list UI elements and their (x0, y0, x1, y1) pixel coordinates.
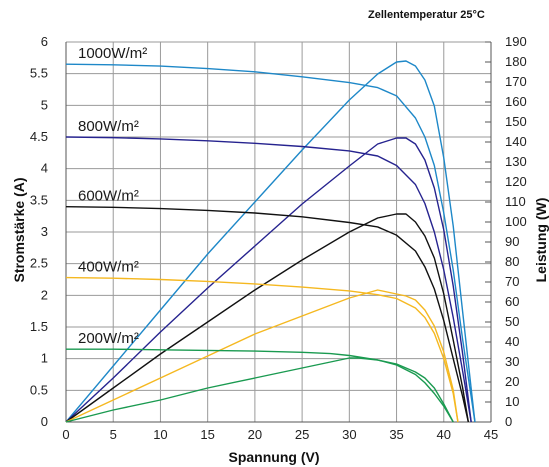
series-label: 400W/m² (78, 259, 139, 276)
series-current-line (65, 205, 470, 423)
axes: 0 5 10 15 20 25 30 35 40 45 0 0.5 1 1.5 2 2.5 3 3.5 4 4.5 5 5… (30, 34, 527, 442)
x-tick-label: 30 (342, 427, 356, 442)
y-right-tick-label: 160 (505, 94, 527, 109)
series-power-line (65, 213, 470, 423)
y-right-tick-label: 20 (505, 374, 519, 389)
x-tick-label: 5 (110, 427, 117, 442)
y-left-tick-label: 3 (41, 224, 48, 239)
y-axis-left-title: Stromstärke (A) (11, 177, 27, 282)
y-left-tick-label: 4.5 (30, 129, 48, 144)
x-tick-label: 15 (200, 427, 214, 442)
x-tick-label: 10 (153, 427, 167, 442)
series-current-line (65, 136, 472, 423)
y-left-tick-label: 1.5 (30, 319, 48, 334)
y-left-tick-label: 2 (41, 287, 48, 302)
x-tick-label: 25 (295, 427, 309, 442)
y-right-tick-label: 90 (505, 234, 519, 249)
y-right-tick-label: 120 (505, 174, 527, 189)
series-label: 800W/m² (78, 118, 139, 135)
y-right-tick-label: 70 (505, 274, 519, 289)
series-current-line (65, 63, 476, 423)
series-current-line (66, 348, 454, 423)
x-tick-label: 45 (484, 427, 498, 442)
y-right-tick-label: 110 (505, 194, 526, 209)
y-right-tick-label: 0 (505, 414, 512, 429)
y-right-tick-label: 190 (505, 34, 527, 49)
grid (65, 41, 492, 423)
chart-subtitle: Zellentemperatur 25°C (368, 9, 485, 21)
x-axis-title: Spannung (V) (229, 449, 320, 465)
y-axis-right-title: Leistung (W) (533, 198, 549, 283)
y-left-tick-label: 5.5 (30, 66, 48, 81)
series-current-line (65, 276, 459, 423)
x-tick-label: 35 (389, 427, 403, 442)
y-left-tick-label: 2.5 (30, 256, 48, 271)
series-power-line (65, 357, 454, 423)
y-right-tick-label: 50 (505, 314, 519, 329)
y-right-tick-label: 30 (505, 354, 519, 369)
y-right-tick-label: 80 (505, 254, 519, 269)
y-left-tick-label: 5 (41, 97, 48, 112)
y-right-tick-label: 10 (505, 394, 519, 409)
y-right-tick-label: 40 (505, 334, 519, 349)
y-right-tick-label: 170 (505, 74, 527, 89)
x-tick-label: 40 (437, 427, 451, 442)
y-right-tick-label: 140 (505, 134, 527, 149)
series-label: 200W/m² (78, 330, 139, 347)
y-left-tick-label: 0.5 (30, 382, 48, 397)
y-left-tick-label: 3.5 (30, 192, 48, 207)
y-right-tick-label: 60 (505, 294, 519, 309)
series-layer (65, 60, 476, 423)
series-power-line (65, 289, 459, 423)
y-right-tick-label: 100 (505, 214, 527, 229)
series-power-line (65, 60, 476, 423)
y-left-tick-label: 4 (41, 161, 48, 176)
y-left-tick-label: 1 (41, 351, 48, 366)
y-right-tick-label: 150 (505, 114, 527, 129)
series-label: 1000W/m² (78, 45, 147, 62)
x-tick-label: 0 (62, 427, 69, 442)
y-left-tick-label: 6 (41, 34, 48, 49)
series-label: 600W/m² (78, 188, 139, 205)
series-power-line (65, 137, 472, 423)
x-tick-label: 20 (248, 427, 262, 442)
series-labels: 1000W/m² 800W/m² 600W/m² 400W/m² 200W/m² (78, 45, 147, 347)
y-right-tick-label: 130 (505, 154, 527, 169)
y-right-tick-label: 180 (505, 54, 527, 69)
y-left-tick-label: 0 (41, 414, 48, 429)
